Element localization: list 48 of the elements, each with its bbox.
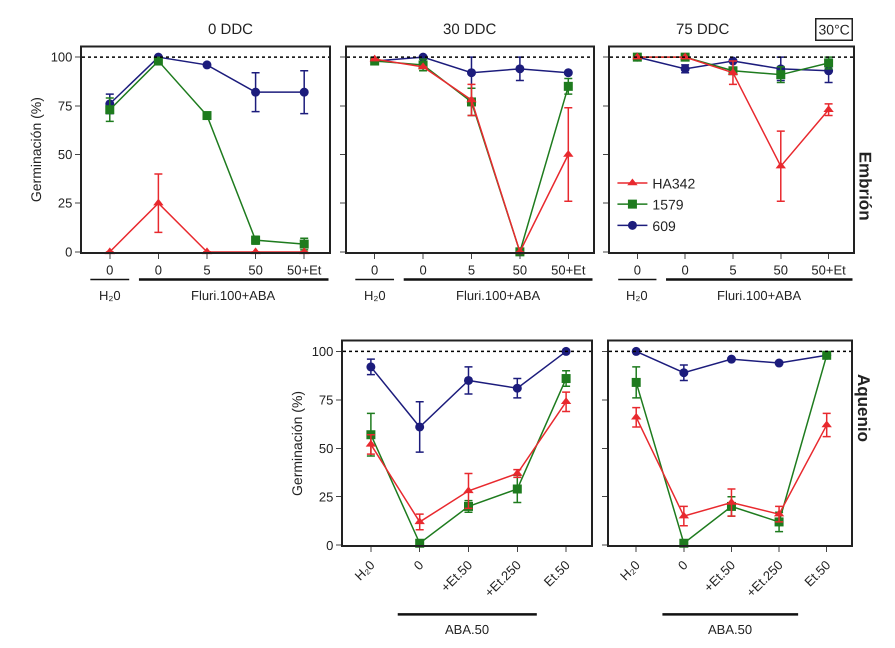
y-tick-label: 50 (318, 440, 334, 456)
x-tick-label: 50+Et (287, 262, 322, 278)
x-tick-label: 5 (203, 262, 211, 278)
x-tick-label: 0 (371, 262, 378, 278)
y-tick-label: 100 (50, 50, 72, 65)
text: ABA.50 (445, 622, 490, 637)
text: ABA.50 (708, 622, 752, 637)
text: Embrión (856, 152, 875, 221)
x-tick-label: 50 (248, 262, 263, 278)
text: Fluri.100+ABA (456, 288, 541, 303)
x-tick-label: 0 (682, 262, 689, 278)
x-tick-label: 50+Et (811, 262, 846, 278)
x-tick-label: 0 (674, 557, 691, 574)
y-tick-label: 0 (326, 538, 334, 553)
y-tick-label: 25 (58, 196, 72, 211)
text: Fluri.100+ABA (191, 288, 276, 303)
y-tick-label: 75 (58, 98, 72, 114)
y-tick-label: 100 (312, 344, 334, 359)
x-tick-label: 5 (468, 262, 476, 278)
y-tick-label: 75 (318, 392, 334, 408)
y-tick-label: 50 (58, 147, 72, 162)
x-tick-label: 50+Et (551, 262, 586, 278)
legend-label: HA342 (652, 175, 696, 192)
x-tick-label: H₂0 (352, 557, 378, 584)
text: Fluri.100+ABA (717, 288, 802, 303)
x-tick-label: 50 (774, 262, 788, 278)
y-tick-label: 25 (318, 489, 334, 504)
y-axis-title: Germinación (%) (288, 390, 305, 496)
chart-title: 75 DDC (676, 21, 730, 38)
chart-title: 30 DDC (443, 21, 497, 38)
text: Aquenio (854, 374, 873, 442)
x-tick-label: 0 (154, 262, 162, 278)
x-tick-label: 5 (729, 262, 737, 278)
text: 30°C (818, 22, 850, 38)
text: H₂0 (626, 288, 648, 303)
x-tick-label: H₂0 (616, 557, 643, 584)
x-tick-label: 0 (419, 262, 427, 278)
x-tick-label: 0 (106, 262, 114, 278)
y-axis-title: Germinación (%) (28, 97, 44, 202)
x-tick-label: 50 (512, 262, 528, 278)
legend-label: 1579 (652, 196, 684, 213)
legend-label: 609 (652, 218, 676, 234)
text: H₂0 (364, 288, 386, 303)
x-tick-label: 0 (410, 557, 426, 574)
x-tick-label: 0 (634, 262, 641, 278)
text: H₂0 (99, 288, 121, 303)
y-tick-label: 0 (65, 244, 72, 260)
chart-title: 0 DDC (208, 21, 254, 38)
